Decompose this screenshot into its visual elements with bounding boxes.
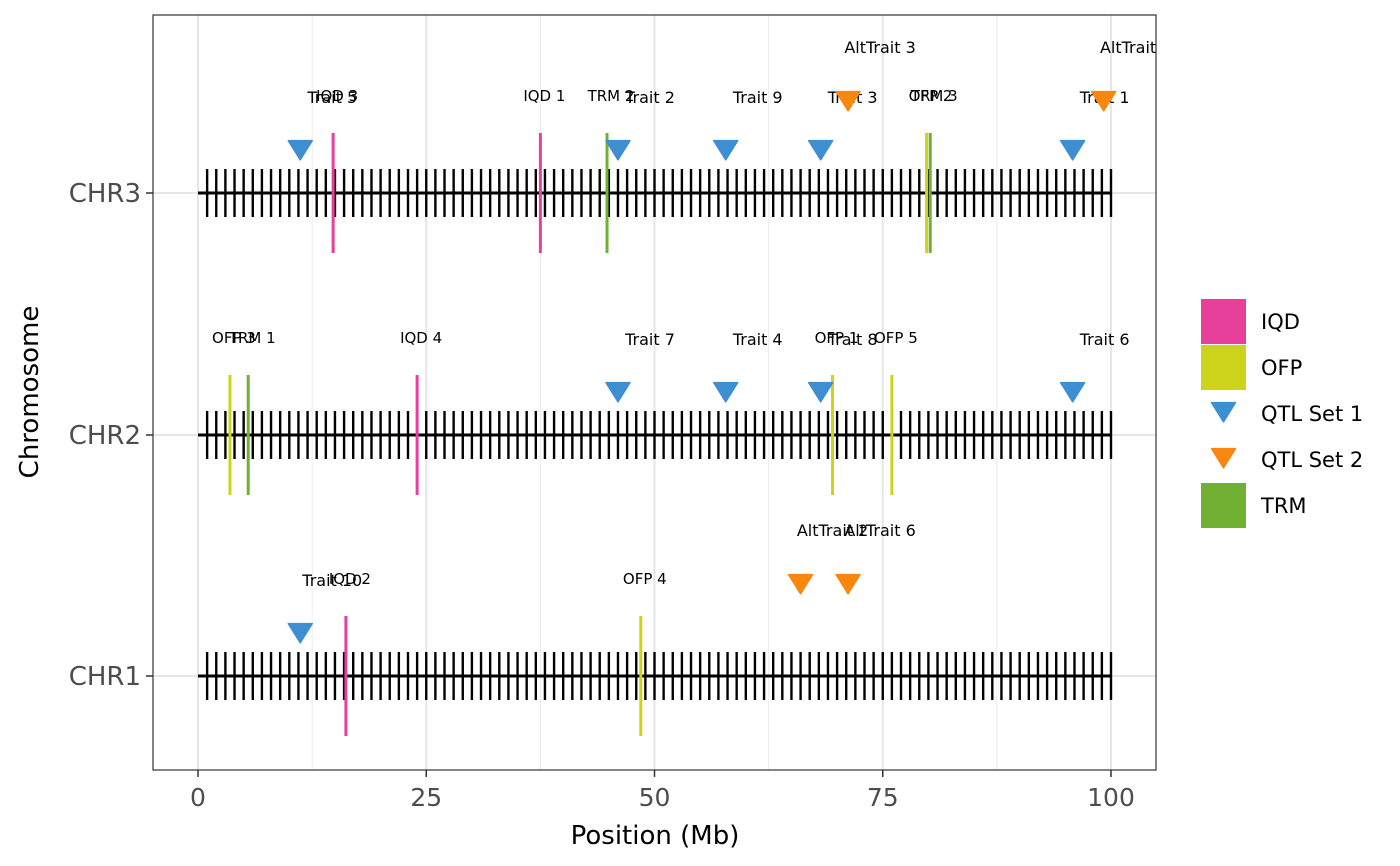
legend-item: IQD	[1201, 299, 1300, 344]
y-tick-label: CHR1	[69, 662, 141, 692]
legend-item: OFP	[1201, 345, 1302, 390]
gene-label: OFP 4	[623, 570, 667, 588]
legend-label: QTL Set 1	[1261, 402, 1363, 426]
qtl-label: Trait 2	[624, 88, 675, 107]
qtl-triangle	[835, 573, 861, 595]
legend-key-triangle	[1210, 401, 1237, 423]
legend-label: IQD	[1261, 310, 1300, 334]
qtl-triangle	[1059, 381, 1086, 403]
axes: 0 25 50 75 100 CHR1 CHR2 CHR3	[69, 179, 1135, 812]
y-tick-label: CHR2	[69, 421, 141, 451]
legend-item: QTL Set 1	[1210, 401, 1363, 426]
legend-key-fill	[1201, 299, 1246, 344]
gene-label: IQD 1	[523, 87, 565, 105]
gene-label: OFP 3	[212, 329, 256, 347]
qtl-label: AltTrait 6	[844, 521, 915, 540]
legend-label: OFP	[1261, 356, 1302, 380]
qtl-triangle	[712, 381, 739, 403]
qtl-label: Trait 9	[732, 88, 783, 107]
legend-item: QTL Set 2	[1210, 447, 1363, 472]
qtl-triangle	[807, 381, 834, 403]
qtl-triangle	[787, 573, 814, 595]
gene-label: IQD 4	[400, 329, 442, 347]
x-axis-title: Position (Mb)	[571, 821, 740, 851]
legend-key-triangle	[1210, 447, 1237, 469]
qtl-triangle	[835, 90, 861, 112]
chromosome-chr3	[198, 169, 1113, 217]
x-tick-label: 75	[867, 783, 899, 812]
y-axis-title: Chromosome	[15, 306, 45, 479]
qtl-label: Trait 6	[1079, 330, 1130, 349]
y-tick-label: CHR3	[69, 179, 141, 209]
qtl-triangle	[712, 139, 739, 161]
qtl-triangle	[1090, 90, 1117, 112]
qtl-label: Trait 5	[306, 88, 357, 107]
qtl-label: AltTrait 3	[844, 38, 915, 57]
qtl-triangle	[1059, 139, 1086, 161]
qtl-triangle	[605, 381, 631, 403]
gene-label: IQD 3	[316, 87, 358, 105]
qtl-triangle	[287, 622, 314, 644]
chromosome-chr1	[198, 652, 1113, 700]
qtl-label: AltTrait 2	[797, 521, 868, 540]
gene-label: TRM 3	[910, 87, 958, 105]
qtl-triangle	[605, 139, 631, 161]
qtl-label: AltTrait 1	[1100, 38, 1171, 57]
gene-label: OFP 1	[815, 329, 859, 347]
legend-item: TRM	[1201, 483, 1307, 528]
gene-label: OFP 2	[909, 87, 953, 105]
gene-label: IQD 2	[329, 570, 371, 588]
qtl-triangle	[807, 139, 834, 161]
qtl-triangle	[287, 139, 314, 161]
x-tick-label: 100	[1087, 783, 1135, 812]
qtl-label: Trait 10	[301, 571, 362, 590]
legend-key-fill	[1201, 483, 1246, 528]
legend-key-fill	[1201, 345, 1246, 390]
x-tick-label: 50	[639, 783, 671, 812]
qtl-label: Trait 8	[827, 330, 878, 349]
x-tick-label: 0	[190, 783, 206, 812]
legend-label: QTL Set 2	[1261, 448, 1363, 472]
legend-label: TRM	[1260, 494, 1307, 518]
gene-label: OFP 5	[874, 329, 918, 347]
qtl-label: Trait 7	[624, 330, 675, 349]
legend: IQD OFP QTL Set 1 QTL Set 2 TRM	[1201, 299, 1363, 528]
gene-label: TRM 2	[587, 87, 635, 105]
gene-label: TRM 1	[228, 329, 276, 347]
chromosome-chr2	[198, 411, 1113, 459]
x-tick-label: 25	[410, 783, 442, 812]
qtl-label: Trait 4	[732, 330, 783, 349]
